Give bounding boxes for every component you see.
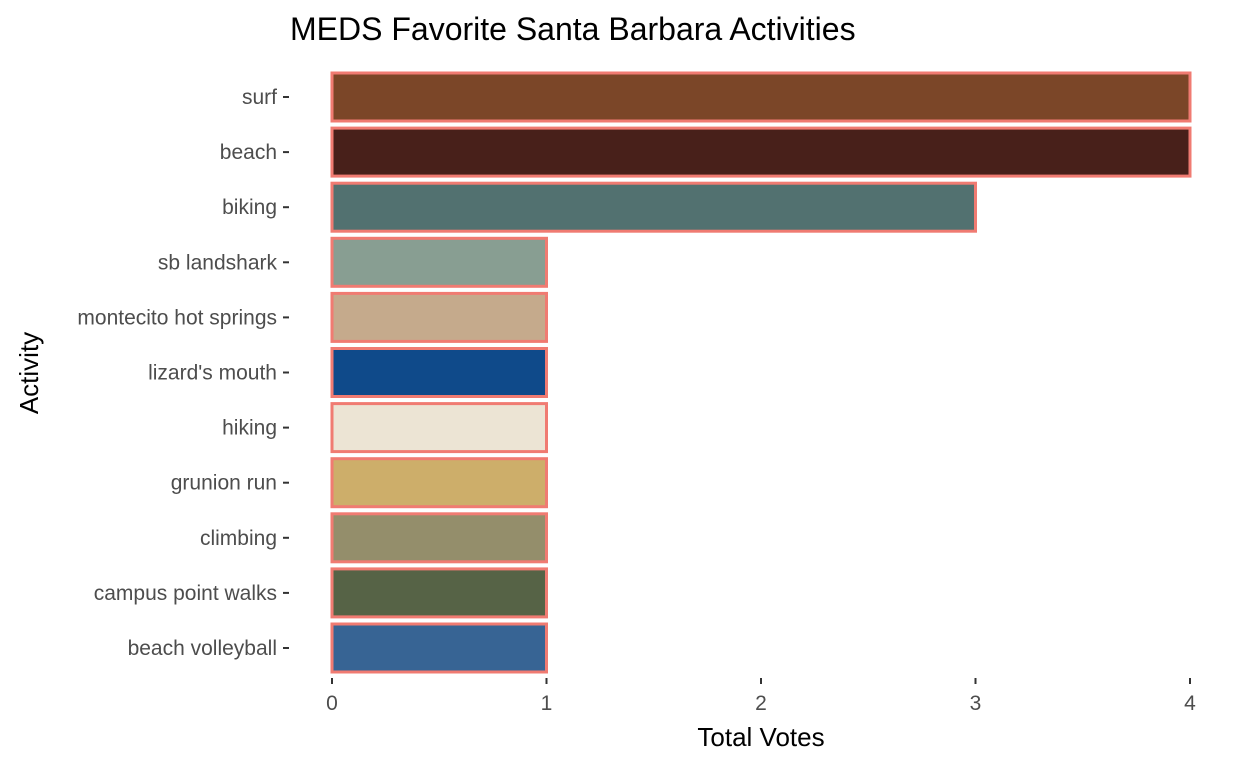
- bar-grunion-run: [330, 457, 548, 509]
- bar-beach-volleyball: [330, 622, 548, 674]
- y-tick-label: lizard's mouth: [148, 362, 277, 385]
- y-tick-label: beach: [220, 141, 277, 164]
- chart-title: MEDS Favorite Santa Barbara Activities: [290, 11, 856, 47]
- bar-campus-point-walks: [330, 567, 548, 619]
- y-tick-label: campus point walks: [94, 582, 277, 605]
- x-axis: 0 1 2 3 4: [326, 678, 1196, 715]
- x-tick-label: 1: [541, 692, 553, 715]
- x-tick-label: 3: [970, 692, 982, 715]
- y-tick-label: beach volleyball: [128, 637, 277, 660]
- bar-montecito-hot-springs: [330, 291, 548, 343]
- bar-lizard-s-mouth: [330, 347, 548, 398]
- y-tick-label: climbing: [200, 527, 277, 550]
- x-tick-label: 4: [1184, 692, 1196, 715]
- bars-group: [330, 71, 1192, 674]
- bar-biking: [330, 181, 977, 233]
- bar-hiking: [330, 402, 548, 454]
- y-axis: surf beach biking sb landshark montecito hot…: [77, 86, 289, 660]
- bar-sb-landshark: [330, 236, 548, 288]
- y-axis-title: Activity: [14, 332, 44, 414]
- x-tick-label: 0: [326, 692, 338, 715]
- y-tick-label: biking: [222, 196, 277, 219]
- y-tick-label: hiking: [222, 417, 277, 440]
- y-tick-label: grunion run: [171, 472, 277, 495]
- bar-climbing: [330, 512, 548, 564]
- bar-beach: [330, 126, 1192, 178]
- y-tick-label: sb landshark: [158, 251, 278, 274]
- y-tick-label: montecito hot springs: [77, 306, 277, 329]
- bar-surf: [330, 71, 1192, 123]
- x-tick-label: 2: [755, 692, 767, 715]
- y-tick-label: surf: [242, 86, 277, 109]
- x-axis-title: Total Votes: [697, 722, 824, 752]
